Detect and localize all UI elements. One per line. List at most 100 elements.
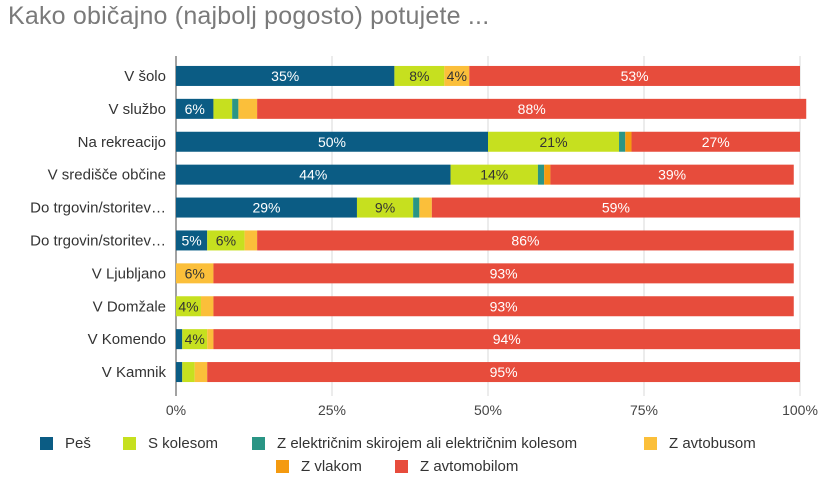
legend-swatch-s-kolesom bbox=[123, 436, 136, 450]
data-label: 8% bbox=[409, 68, 429, 84]
bar-segment[interactable] bbox=[182, 362, 195, 383]
bar-segment[interactable] bbox=[182, 329, 208, 350]
legend-label-z-avtomobilom: Z avtomobilom bbox=[420, 457, 519, 475]
data-label: 39% bbox=[658, 167, 686, 183]
bar-segment[interactable] bbox=[238, 98, 258, 119]
legend-item-z-vlakom[interactable]: Z vlakom bbox=[276, 455, 362, 477]
data-label: 4% bbox=[447, 68, 467, 84]
legend-item-z-avtobusom[interactable]: Z avtobusom bbox=[644, 432, 756, 454]
bar-segment[interactable] bbox=[176, 230, 208, 251]
bar-segment[interactable] bbox=[176, 65, 395, 86]
data-label: 35% bbox=[271, 68, 299, 84]
bar-segment[interactable] bbox=[232, 98, 239, 119]
bar-segment[interactable] bbox=[207, 329, 214, 350]
bar-segment[interactable] bbox=[469, 65, 800, 86]
data-label: 44% bbox=[299, 167, 327, 183]
legend-item-e-skiro[interactable]: Z električnim skirojem ali električnim k… bbox=[252, 432, 577, 454]
bar-segment[interactable] bbox=[356, 197, 414, 218]
data-label: 4% bbox=[178, 298, 198, 314]
legend-item-pes[interactable]: Peš bbox=[40, 432, 91, 454]
bar-segment[interactable] bbox=[176, 131, 488, 152]
data-label: 29% bbox=[252, 200, 280, 216]
data-label: 93% bbox=[490, 265, 518, 281]
bar-segment[interactable] bbox=[176, 98, 214, 119]
x-tick-label: 75% bbox=[630, 402, 658, 418]
category-label: Do trgovin/storitev… bbox=[30, 200, 166, 217]
x-tick-label: 100% bbox=[782, 402, 818, 418]
bar-segment[interactable] bbox=[444, 65, 470, 86]
data-label: 86% bbox=[511, 232, 539, 248]
data-label: 59% bbox=[602, 200, 630, 216]
bar-segment[interactable] bbox=[625, 131, 632, 152]
category-label: Na rekreacijo bbox=[78, 134, 166, 151]
bar-segment[interactable] bbox=[419, 197, 432, 218]
bar-segment[interactable] bbox=[431, 197, 800, 218]
legend-label-z-avtobusom: Z avtobusom bbox=[669, 434, 756, 452]
bar-segment[interactable] bbox=[213, 296, 794, 317]
data-label: 4% bbox=[185, 331, 205, 347]
data-label: 5% bbox=[181, 232, 201, 248]
bar-segment[interactable] bbox=[550, 164, 794, 185]
category-label: Do trgovin/storitev… bbox=[30, 232, 166, 249]
x-tick-label: 25% bbox=[318, 402, 346, 418]
x-tick-label: 0% bbox=[166, 402, 186, 418]
bar-segment[interactable] bbox=[213, 329, 800, 350]
bar-segment[interactable] bbox=[619, 131, 626, 152]
bar-segment[interactable] bbox=[200, 296, 214, 317]
data-label: 93% bbox=[490, 298, 518, 314]
bar-segment[interactable] bbox=[631, 131, 800, 152]
data-label: 88% bbox=[518, 101, 546, 117]
stacked-bar-chart: 0% 25% 50% 75% 100% V šolo 35% 8% 4% 53% V službo 6… bbox=[30, 56, 818, 418]
x-tick-label: 50% bbox=[474, 402, 502, 418]
data-label: 6% bbox=[216, 232, 236, 248]
bar-segment[interactable] bbox=[207, 230, 245, 251]
category-label: V šolo bbox=[124, 68, 166, 85]
bar-segment[interactable] bbox=[413, 197, 420, 218]
category-label: V Ljubljano bbox=[92, 265, 166, 282]
legend-swatch-e-skiro bbox=[252, 436, 265, 450]
category-label: V središče občine bbox=[48, 167, 166, 184]
data-label: 95% bbox=[490, 364, 518, 380]
bar-segment[interactable] bbox=[176, 296, 201, 317]
legend-item-z-avtomobilom[interactable]: Z avtomobilom bbox=[395, 455, 518, 477]
bar-segment[interactable] bbox=[213, 263, 794, 284]
category-label: V Domžale bbox=[93, 298, 166, 315]
bar-segment[interactable] bbox=[176, 362, 183, 383]
data-label: 27% bbox=[702, 134, 730, 150]
category-label: V Komendo bbox=[88, 331, 166, 348]
bar-segment[interactable] bbox=[488, 131, 620, 152]
bar-segment[interactable] bbox=[176, 164, 451, 185]
bar-segment[interactable] bbox=[176, 263, 214, 284]
bar-segment[interactable] bbox=[244, 230, 258, 251]
legend-label-z-vlakom: Z vlakom bbox=[301, 457, 362, 475]
bar-segment[interactable] bbox=[257, 98, 807, 119]
legend-swatch-z-avtobusom bbox=[644, 436, 657, 450]
chart-title: Kako običajno (najbolj pogosto) potujete… bbox=[8, 2, 490, 30]
legend-swatch-z-vlakom bbox=[276, 459, 289, 473]
legend-label-e-skiro: Z električnim skirojem ali električnim k… bbox=[277, 434, 578, 452]
data-label: 6% bbox=[185, 101, 205, 117]
data-label: 50% bbox=[318, 134, 346, 150]
bar-segment[interactable] bbox=[394, 65, 445, 86]
bar-segment[interactable] bbox=[537, 164, 545, 185]
category-label: V Kamnik bbox=[102, 364, 167, 381]
data-label: 53% bbox=[621, 68, 649, 84]
data-label: 21% bbox=[540, 134, 568, 150]
data-label: 6% bbox=[185, 265, 205, 281]
legend-swatch-pes bbox=[40, 436, 53, 450]
data-label: 14% bbox=[480, 167, 508, 183]
bar-segment[interactable] bbox=[176, 329, 183, 350]
category-label: V službo bbox=[108, 101, 166, 118]
bar-segment[interactable] bbox=[176, 197, 357, 218]
legend-item-s-kolesom[interactable]: S kolesom bbox=[123, 432, 218, 454]
bar-segment[interactable] bbox=[194, 362, 208, 383]
legend-label-s-kolesom: S kolesom bbox=[148, 434, 219, 452]
bar-segment[interactable] bbox=[257, 230, 794, 251]
data-label: 94% bbox=[493, 331, 521, 347]
legend-swatch-z-avtomobilom bbox=[395, 459, 408, 473]
data-label: 9% bbox=[375, 200, 395, 216]
bar-segment[interactable] bbox=[544, 164, 551, 185]
bar-segment[interactable] bbox=[207, 362, 800, 383]
bar-segment[interactable] bbox=[213, 98, 233, 119]
bar-segment[interactable] bbox=[450, 164, 538, 185]
